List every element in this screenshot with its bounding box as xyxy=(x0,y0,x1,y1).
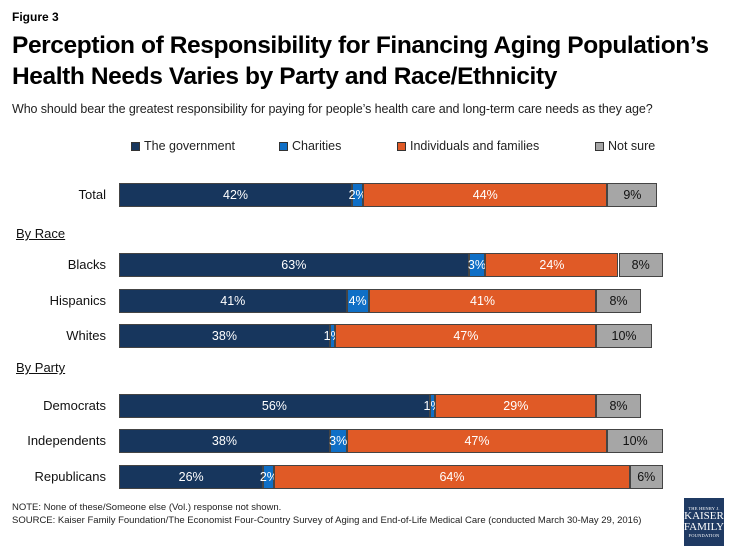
legend-label: Individuals and families xyxy=(410,139,540,153)
data-label: 4% xyxy=(348,294,367,308)
data-label: 24% xyxy=(539,258,565,272)
bar-republicans-charities: 2% xyxy=(260,465,278,489)
section-label-race: By Race xyxy=(16,226,66,241)
data-label: 47% xyxy=(453,329,479,343)
note-text: NOTE: None of these/Someone else (Vol.) … xyxy=(12,502,282,513)
data-label: 63% xyxy=(281,258,307,272)
category-label-blacks: Blacks xyxy=(67,257,106,272)
data-label: 47% xyxy=(464,434,490,448)
legend-swatch xyxy=(397,141,406,151)
bar-total-the-government: 42% xyxy=(119,183,353,207)
category-label-total: Total xyxy=(78,187,106,202)
bar-independents-the-government: 38% xyxy=(119,429,330,453)
data-label: 8% xyxy=(631,258,650,272)
data-label: 26% xyxy=(178,470,204,484)
section-label-party: By Party xyxy=(16,360,66,375)
bar-total-charities: 2% xyxy=(349,183,367,207)
bar-blacks-charities: 3% xyxy=(467,253,486,277)
bar-whites-not-sure: 10% xyxy=(596,324,652,348)
legend-item-not-sure: Not sure xyxy=(595,139,655,153)
data-label: 6% xyxy=(637,470,656,484)
data-label: 2% xyxy=(259,470,278,484)
bar-blacks-individuals-and-families: 24% xyxy=(485,253,619,277)
data-label: 41% xyxy=(470,294,496,308)
footer-notes: NOTE: None of these/Someone else (Vol.) … xyxy=(12,501,652,527)
data-label: 10% xyxy=(622,434,648,448)
data-label: 42% xyxy=(223,188,249,202)
data-label: 8% xyxy=(609,399,628,413)
bar-total-not-sure: 9% xyxy=(607,183,658,207)
data-label: 3% xyxy=(467,258,486,272)
legend-item-the-government: The government xyxy=(131,139,235,153)
logo-line1: THE HENRY J. xyxy=(688,506,720,511)
bar-republicans-individuals-and-families: 64% xyxy=(274,465,630,489)
logo-line2: KAISER xyxy=(684,510,724,522)
legend-label: The government xyxy=(144,139,236,153)
chart-title: Perception of Responsibility for Financi… xyxy=(12,32,709,90)
bar-democrats-individuals-and-families: 29% xyxy=(435,394,597,418)
data-label: 38% xyxy=(211,434,237,448)
data-label: 44% xyxy=(472,188,498,202)
bar-hispanics-the-government: 41% xyxy=(119,289,347,313)
data-label: 41% xyxy=(220,294,246,308)
bar-independents-charities: 3% xyxy=(329,429,348,453)
category-label-independents: Independents xyxy=(27,433,106,448)
chart-subtitle: Who should bear the greatest responsibil… xyxy=(12,102,653,116)
data-label: 8% xyxy=(609,294,628,308)
category-label-whites: Whites xyxy=(66,328,106,343)
data-label: 38% xyxy=(211,329,237,343)
legend-label: Charities xyxy=(292,139,342,153)
data-label: 64% xyxy=(439,470,465,484)
bar-total-individuals-and-families: 44% xyxy=(363,183,608,207)
figure-label: Figure 3 xyxy=(12,10,59,24)
bar-independents-not-sure: 10% xyxy=(607,429,663,453)
bar-hispanics-charities: 4% xyxy=(346,289,369,313)
bar-independents-individuals-and-families: 47% xyxy=(346,429,608,453)
bar-whites-the-government: 38% xyxy=(119,324,330,348)
bar-republicans-not-sure: 6% xyxy=(629,465,663,489)
category-label-democrats: Democrats xyxy=(43,398,106,413)
data-label: 29% xyxy=(503,399,529,413)
category-label-republicans: Republicans xyxy=(34,469,106,484)
bar-democrats-not-sure: 8% xyxy=(596,394,641,418)
bar-democrats-the-government: 56% xyxy=(119,394,430,418)
data-label: 3% xyxy=(329,434,348,448)
bar-republicans-the-government: 26% xyxy=(119,465,264,489)
logo-line4: FOUNDATION xyxy=(688,533,720,538)
data-label: 9% xyxy=(623,188,642,202)
bar-hispanics-not-sure: 8% xyxy=(596,289,641,313)
legend-swatch xyxy=(279,141,288,151)
category-label-hispanics: Hispanics xyxy=(49,293,106,308)
bar-blacks-not-sure: 8% xyxy=(618,253,663,277)
data-label: 10% xyxy=(611,329,637,343)
data-label: 56% xyxy=(261,399,287,413)
legend-item-charities: Charities xyxy=(279,139,341,153)
legend-label: Not sure xyxy=(608,139,656,153)
legend-swatch xyxy=(131,141,140,151)
data-label: 2% xyxy=(348,188,367,202)
source-text: SOURCE: Kaiser Family Foundation/The Eco… xyxy=(12,515,642,526)
legend-item-individuals-and-families: Individuals and families xyxy=(397,139,539,153)
legend-swatch xyxy=(595,141,604,151)
bar-blacks-the-government: 63% xyxy=(119,253,469,277)
bar-hispanics-individuals-and-families: 41% xyxy=(368,289,597,313)
bar-whites-individuals-and-families: 47% xyxy=(335,324,597,348)
logo-line3: FAMILY xyxy=(683,521,725,533)
kff-logo: THE HENRY J. KAISER FAMILY FOUNDATION xyxy=(684,498,724,546)
